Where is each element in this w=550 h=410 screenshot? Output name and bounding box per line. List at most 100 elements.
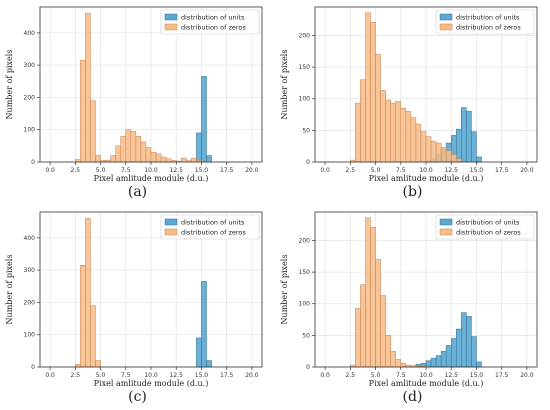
- bar-units: [440, 350, 447, 368]
- bar-zeros: [400, 362, 407, 368]
- caption-d: (d): [402, 389, 423, 405]
- bar-zeros: [390, 350, 396, 368]
- x-axis-label: Pixel amlitude module (d.u.): [369, 174, 484, 182]
- legend-label-units: distribution of units: [181, 219, 245, 227]
- bar-zeros: [370, 226, 376, 368]
- bar-zeros: [140, 141, 147, 163]
- bar-units: [445, 345, 452, 368]
- legend: distribution of units distribution of zer…: [435, 214, 535, 240]
- bar-zeros: [365, 217, 371, 368]
- y-tick-label: 50: [302, 127, 310, 134]
- legend-swatch-zeros: [439, 23, 453, 31]
- legend-swatch-units: [164, 218, 178, 226]
- bar-zeros: [191, 157, 197, 163]
- bar-units: [476, 361, 482, 368]
- bar-zeros: [375, 54, 381, 163]
- x-tick-label: 10.0: [419, 372, 433, 379]
- legend-label-units: distribution of units: [456, 219, 520, 227]
- x-tick-labels: 0.0 2.5 5.0 7.5 10.0 12.5 15.0 17.5 20.0: [320, 367, 534, 379]
- bar-zeros: [450, 154, 457, 163]
- x-tick-label: 20.0: [520, 167, 534, 174]
- x-tick-label: 0.0: [45, 372, 55, 379]
- bar-units: [466, 111, 472, 163]
- x-tick-label: 10.0: [144, 167, 158, 174]
- x-tick-label: 12.5: [170, 372, 184, 379]
- bar-zeros: [181, 157, 187, 163]
- bars: [75, 13, 212, 163]
- y-tick-label: 0: [31, 364, 35, 371]
- bar-zeros: [130, 131, 137, 163]
- legend-swatch-units: [439, 218, 453, 226]
- y-tick-label: 200: [299, 32, 311, 39]
- x-tick-label: 17.5: [495, 372, 509, 379]
- y-axis-label: Number of pixels: [5, 50, 14, 120]
- x-tick-label: 12.5: [445, 167, 459, 174]
- x-tick-labels: 0.0 2.5 5.0 7.5 10.0 12.5 15.0 17.5 20.0: [45, 162, 259, 174]
- bar-units: [206, 360, 212, 368]
- legend-label-zeros: distribution of zeros: [456, 24, 521, 32]
- bar-zeros: [440, 147, 447, 163]
- y-tick-label: 100: [24, 332, 36, 339]
- caption-b: (b): [402, 184, 423, 200]
- histogram-d: 0.0 2.5 5.0 7.5 10.0 12.5 15.0 17.5 20.0 0 50 100 15…: [280, 211, 538, 387]
- x-tick-label: 15.0: [195, 372, 209, 379]
- x-tick-label: 15.0: [195, 167, 209, 174]
- legend-box: [160, 9, 260, 35]
- x-axis-label: Pixel amlitude module (d.u.): [369, 379, 484, 387]
- panel-d: 0.0 2.5 5.0 7.5 10.0 12.5 15.0 17.5 20.0 0 50 100 15…: [275, 205, 550, 410]
- x-tick-label: 0.0: [45, 167, 55, 174]
- x-tick-label: 7.5: [396, 372, 406, 379]
- bars: [75, 218, 212, 368]
- bar-zeros: [400, 107, 407, 163]
- bar-zeros: [85, 218, 91, 368]
- bars: [350, 217, 482, 368]
- bar-units: [206, 155, 212, 163]
- x-tick-label: 5.0: [96, 167, 106, 174]
- bar-zeros: [360, 284, 366, 368]
- bar-units: [201, 76, 207, 163]
- x-tick-label: 2.5: [346, 167, 356, 174]
- x-tick-label: 2.5: [71, 167, 81, 174]
- x-tick-label: 5.0: [371, 167, 381, 174]
- y-tick-label: 300: [24, 62, 36, 69]
- bar-zeros: [435, 142, 442, 163]
- bar-zeros: [110, 155, 116, 163]
- bar-zeros: [415, 123, 422, 163]
- y-axis-label: Number of pixels: [280, 50, 289, 120]
- y-tick-labels: 0 100 200 300 400: [24, 30, 40, 166]
- y-tick-label: 0: [306, 364, 310, 371]
- bar-zeros: [380, 90, 386, 163]
- x-tick-label: 12.5: [445, 372, 459, 379]
- x-tick-labels: 0.0 2.5 5.0 7.5 10.0 12.5 15.0 17.5 20.0: [320, 162, 534, 174]
- x-tick-label: 20.0: [245, 167, 259, 174]
- x-tick-label: 17.5: [220, 372, 234, 379]
- bar-zeros: [355, 102, 361, 163]
- y-tick-labels: 0 50 100 150 200: [299, 237, 315, 371]
- bar-zeros: [115, 145, 121, 163]
- bar-zeros: [420, 131, 427, 163]
- bar-zeros: [85, 13, 91, 163]
- bar-zeros: [125, 129, 132, 163]
- panel-b: 0.0 2.5 5.0 7.5 10.0 12.5 15.0 17.5 20.0 0 50 100 15…: [275, 0, 550, 205]
- x-tick-label: 5.0: [371, 372, 381, 379]
- bar-units: [456, 128, 462, 163]
- x-tick-label: 7.5: [396, 167, 406, 174]
- bar-units: [471, 131, 477, 163]
- x-tick-label: 2.5: [346, 372, 356, 379]
- y-tick-label: 100: [24, 127, 36, 134]
- x-tick-label: 12.5: [170, 167, 184, 174]
- x-tick-label: 0.0: [320, 372, 330, 379]
- bars: [350, 12, 482, 163]
- bar-zeros: [145, 147, 152, 163]
- bar-zeros: [405, 111, 412, 163]
- y-tick-label: 400: [24, 235, 36, 242]
- histogram-b: 0.0 2.5 5.0 7.5 10.0 12.5 15.0 17.5 20.0 0 50 100 15…: [280, 6, 538, 182]
- bar-zeros: [135, 135, 142, 163]
- legend-box: [435, 214, 535, 240]
- y-tick-label: 400: [24, 30, 36, 37]
- bar-zeros: [120, 135, 127, 163]
- bar-zeros: [370, 21, 376, 163]
- x-axis-label: Pixel amlitude module (d.u.): [94, 379, 209, 387]
- legend: distribution of units distribution of zer…: [160, 214, 260, 240]
